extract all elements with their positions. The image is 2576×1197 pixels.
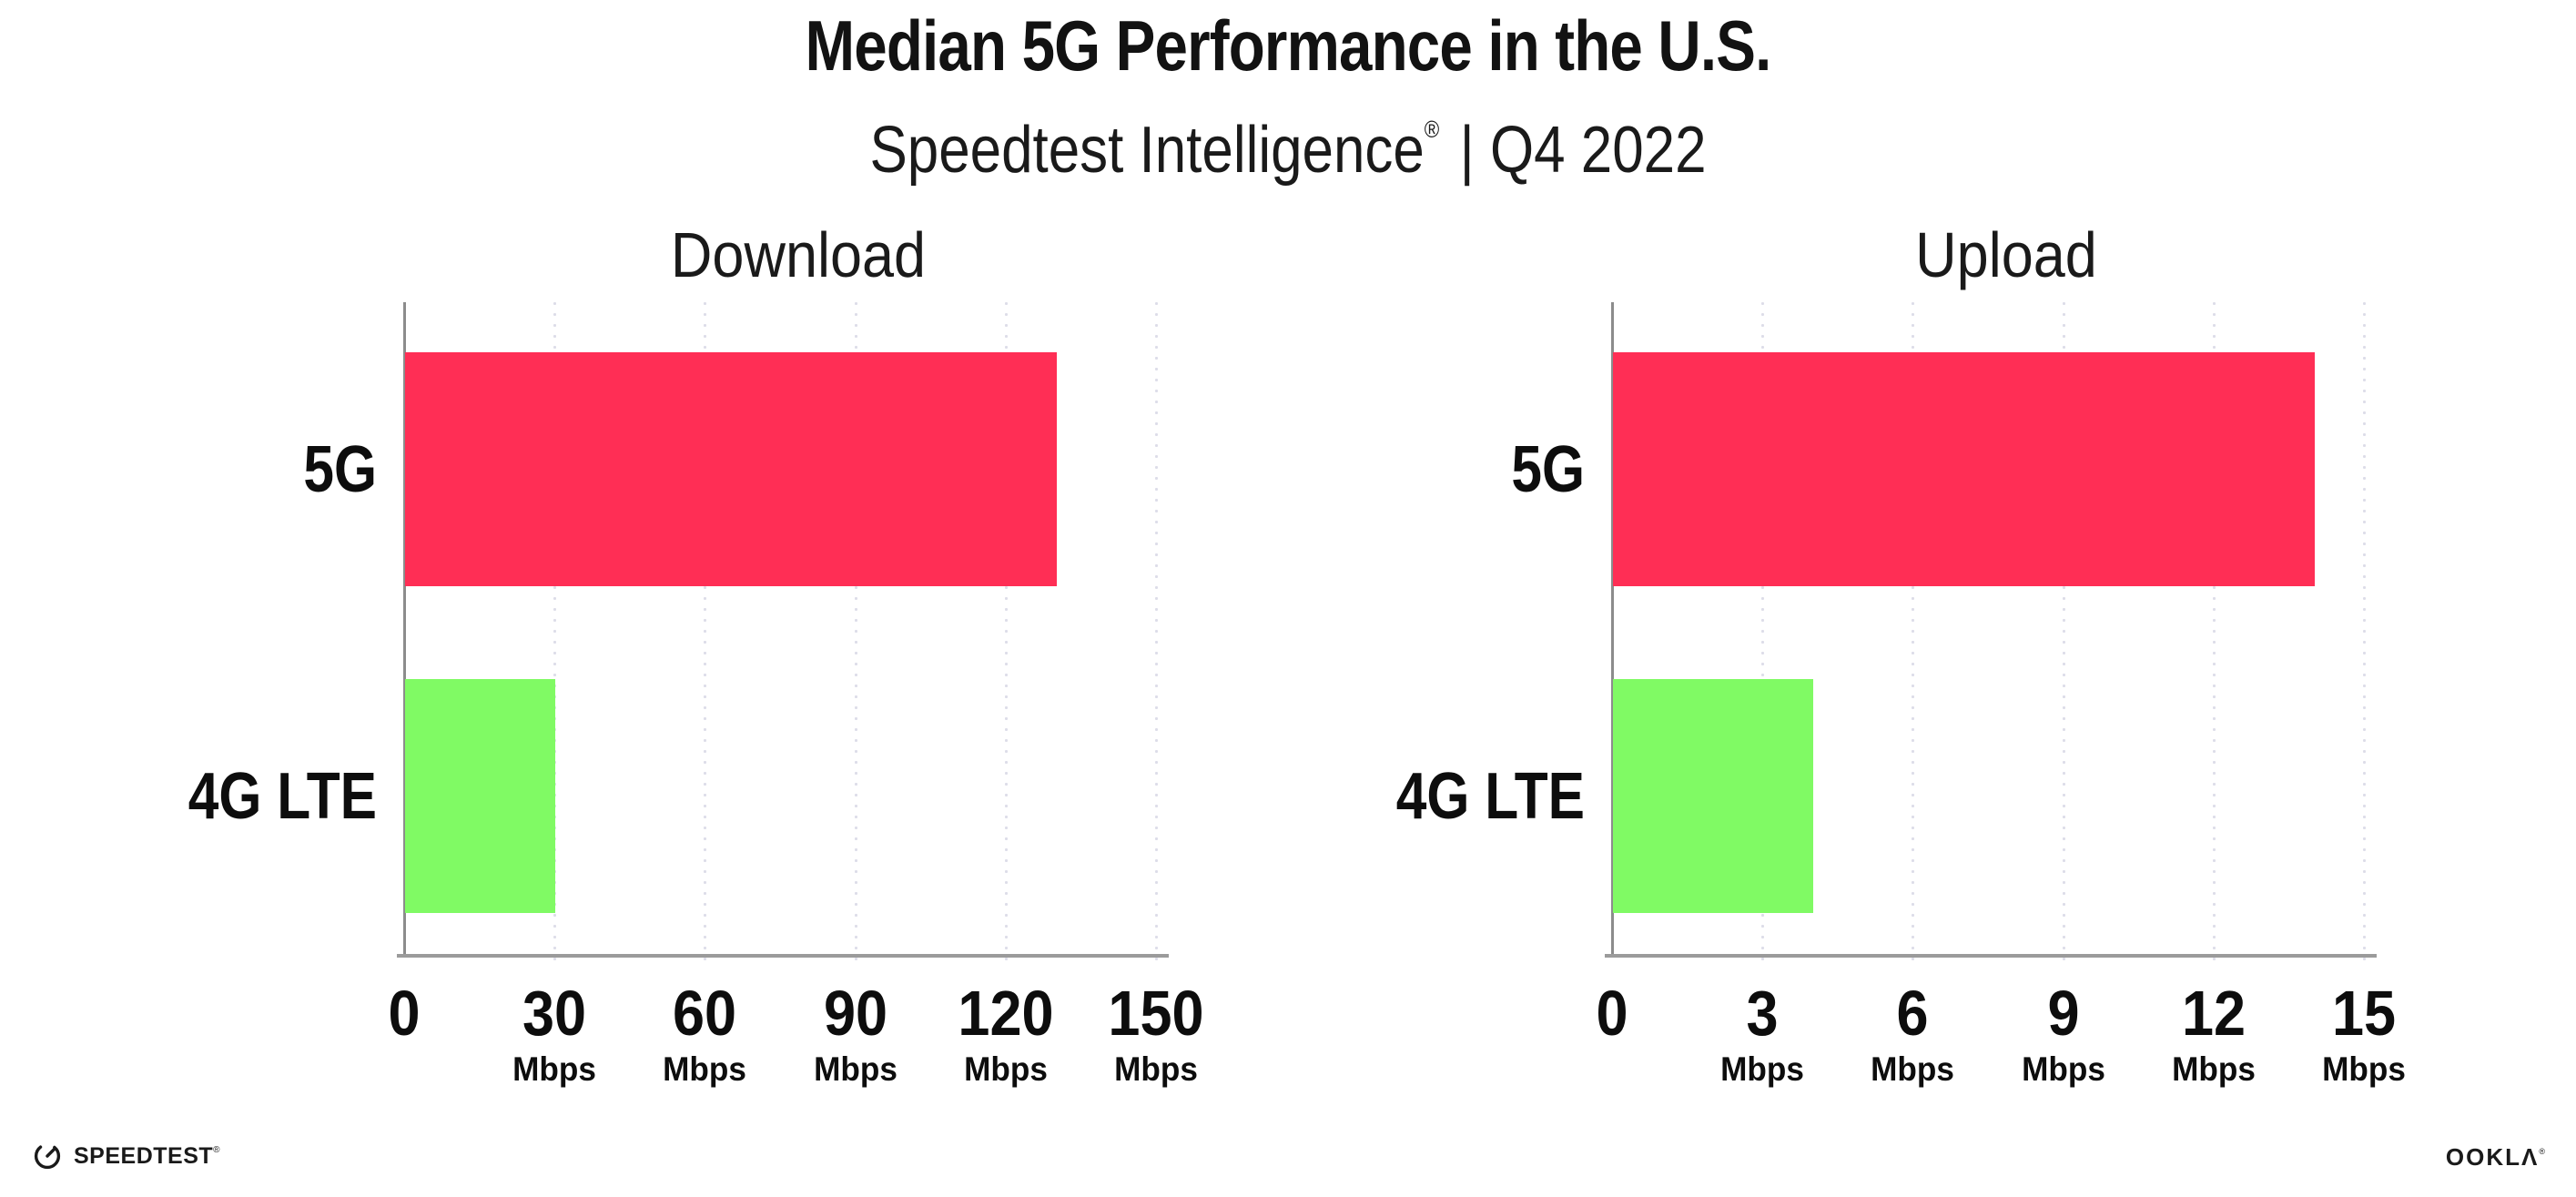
xtick-value: 150	[1066, 981, 1246, 1045]
upload-chart: Upload 5G4G LTE03Mbps6Mbps9Mbps12Mbps15M…	[1612, 0, 2364, 1197]
upload-chart-title: Upload	[1668, 222, 2344, 288]
ookla-wordmark: OOKLΛ®	[2446, 1143, 2545, 1172]
bar-5g-download	[405, 352, 1057, 586]
x-axis-line	[397, 954, 1169, 958]
speedtest-registered-mark: ®	[213, 1145, 220, 1155]
xtick-150: 150 Mbps	[1056, 981, 1256, 1087]
category-label-5g: 5G	[1310, 436, 1585, 503]
ookla-label: OOKLΛ	[2446, 1143, 2539, 1171]
gridline-150-mbps	[1155, 302, 1158, 963]
category-label-4g-lte: 4G LTE	[1310, 763, 1585, 830]
category-label-5g: 5G	[102, 436, 377, 503]
upload-plot-area	[1612, 302, 2364, 956]
bar-4g-lte-upload	[1613, 679, 1813, 913]
gridline-15-mbps	[2363, 302, 2366, 963]
ookla-registered-mark: ®	[2539, 1147, 2545, 1156]
x-axis-line	[1605, 954, 2377, 958]
download-plot-area	[404, 302, 1156, 956]
bar-5g-upload	[1613, 352, 2315, 586]
download-chart-title: Download	[460, 222, 1136, 288]
xtick-unit: Mbps	[2269, 1052, 2459, 1087]
speedtest-logo: SPEEDTEST®	[33, 1141, 220, 1171]
download-chart: Download 5G4G LTE030Mbps60Mbps90Mbps120M…	[404, 0, 1156, 1197]
chart-canvas: Median 5G Performance in the U.S. Speedt…	[0, 0, 2576, 1197]
xtick-unit: Mbps	[1061, 1052, 1252, 1087]
xtick-value: 15	[2274, 981, 2454, 1045]
xtick-15: 15 Mbps	[2264, 981, 2464, 1087]
category-label-4g-lte: 4G LTE	[102, 763, 377, 830]
bar-4g-lte-download	[405, 679, 555, 913]
registered-mark-icon: ®	[1425, 116, 1439, 143]
speedtest-wordmark: SPEEDTEST®	[74, 1143, 220, 1170]
ookla-logo: OOKLΛ®	[2446, 1143, 2545, 1172]
speedtest-label: SPEEDTEST	[74, 1143, 213, 1169]
speedtest-gauge-icon	[33, 1141, 62, 1171]
